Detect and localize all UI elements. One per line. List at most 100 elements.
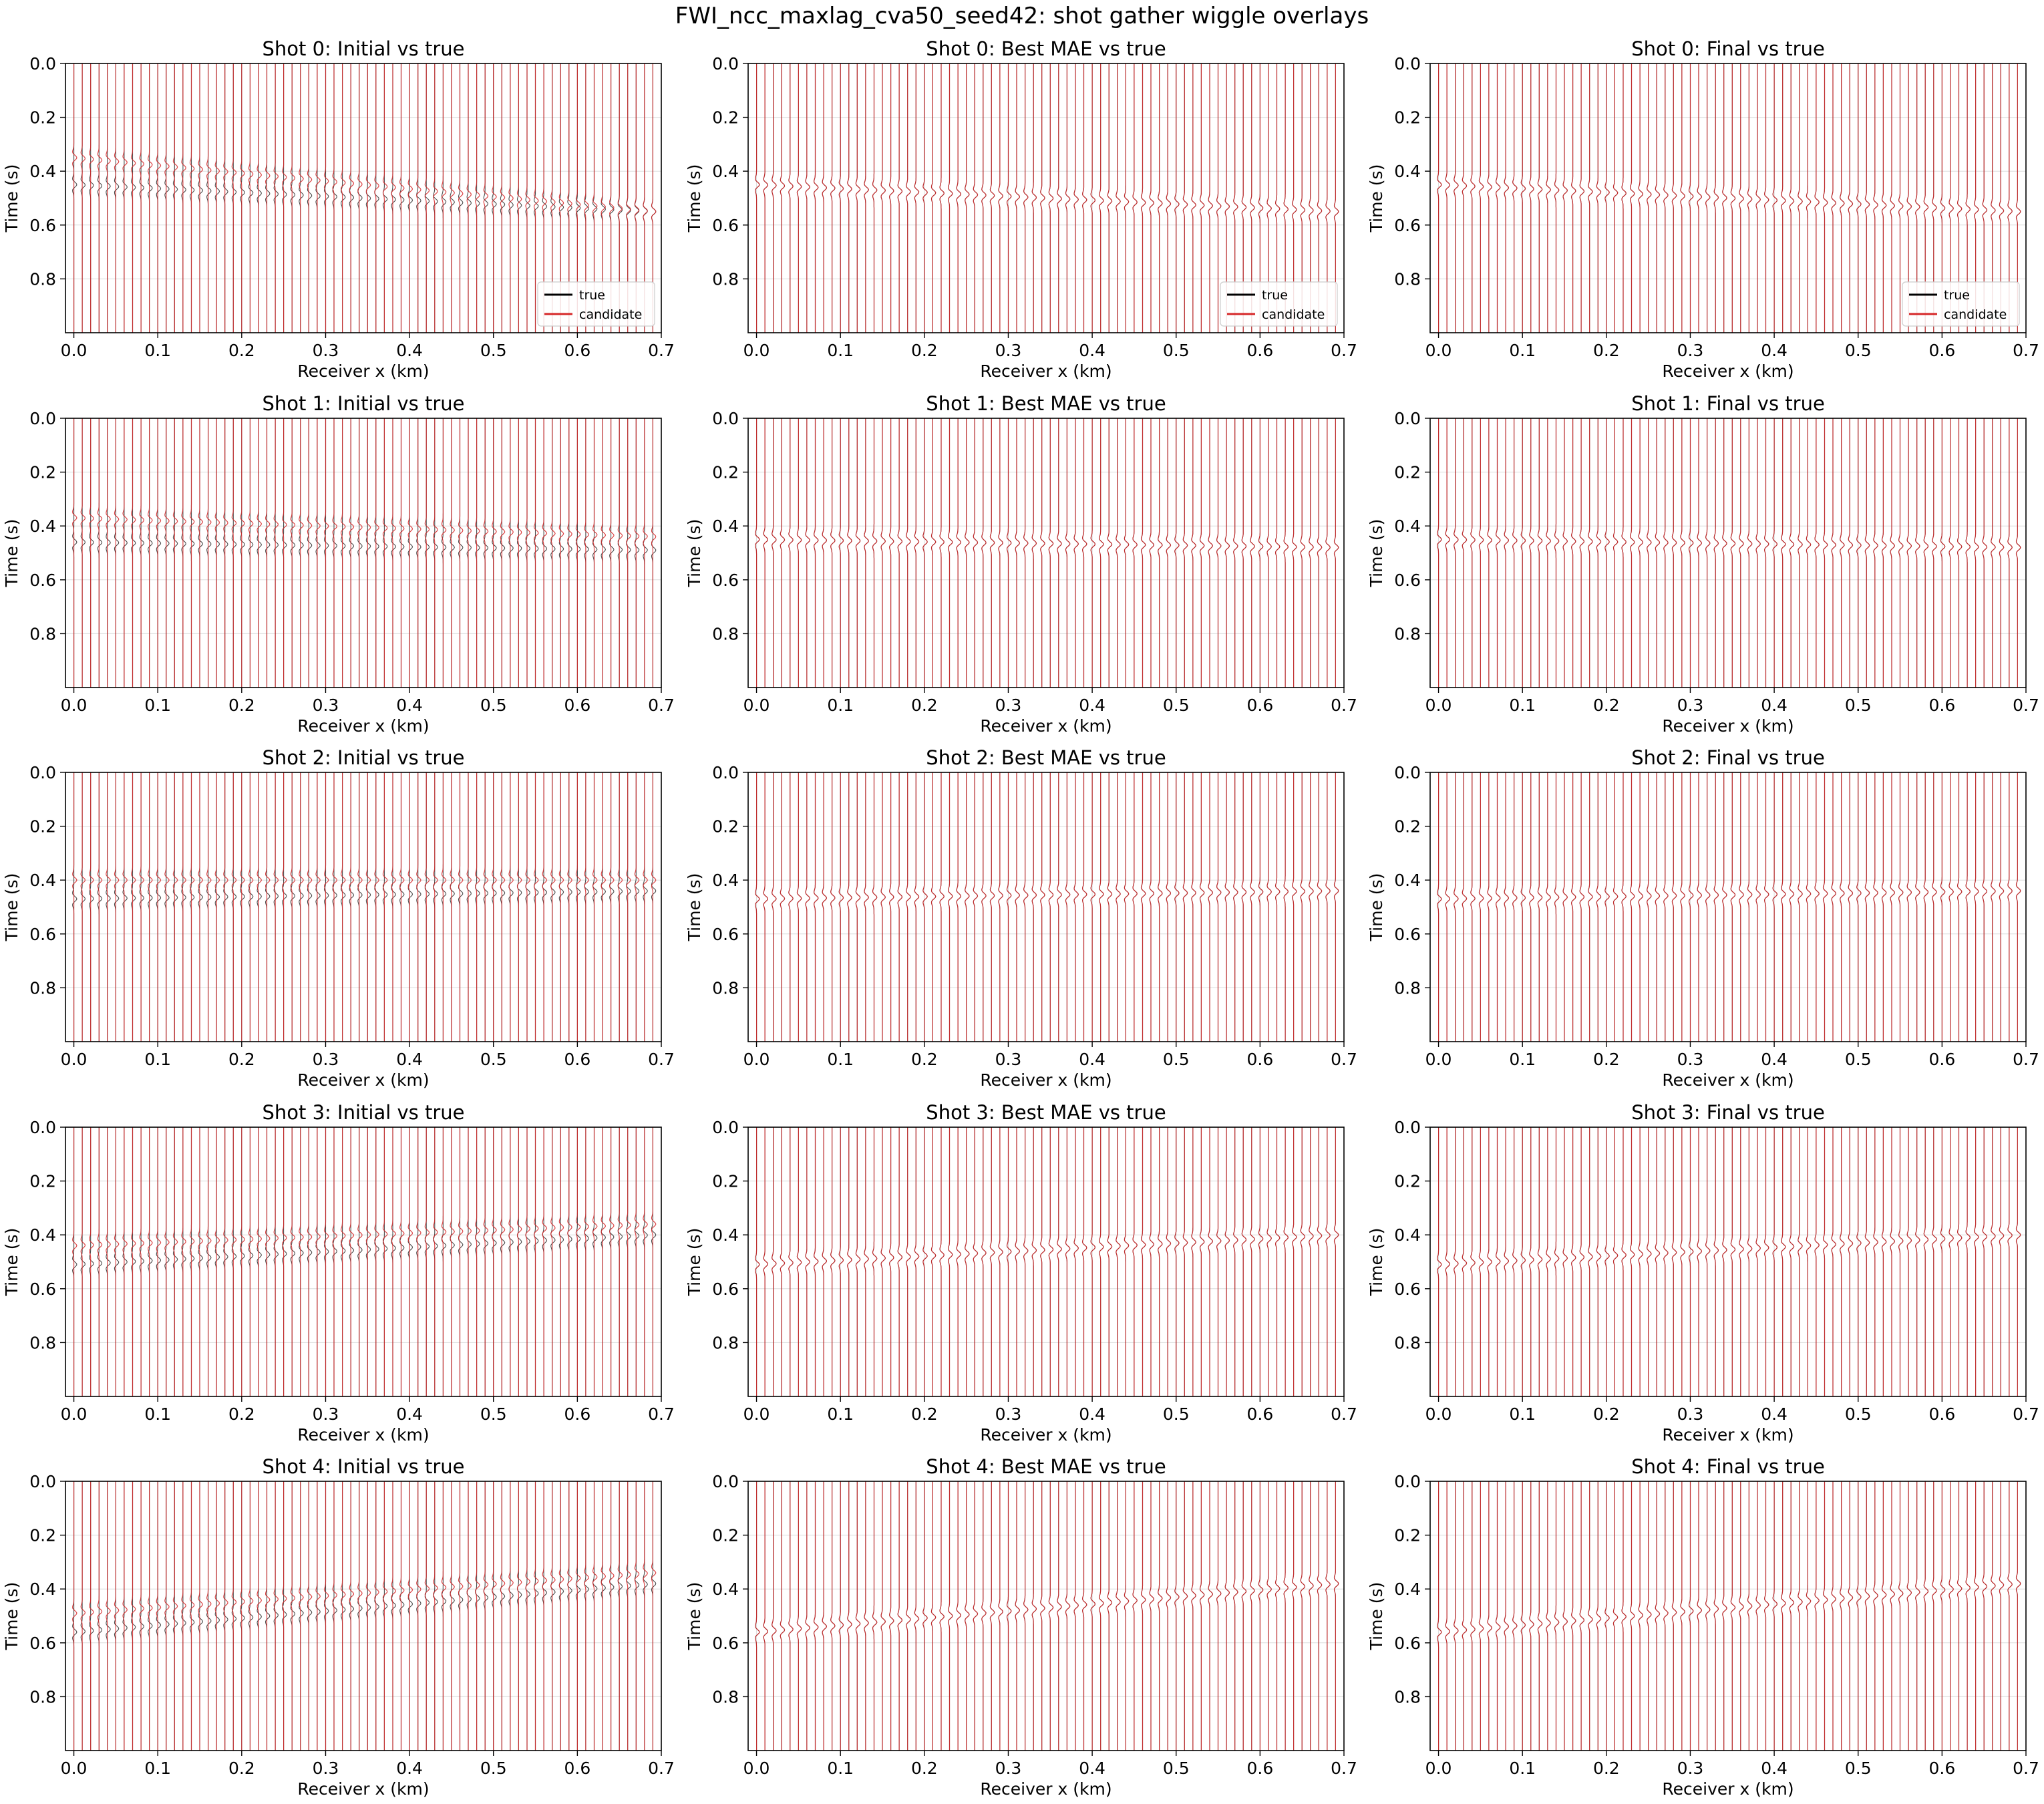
candidate-trace bbox=[1108, 418, 1112, 688]
candidate-trace bbox=[1242, 1481, 1246, 1751]
true-trace bbox=[1639, 418, 1643, 688]
candidate-trace bbox=[881, 63, 885, 333]
candidate-trace bbox=[1183, 418, 1187, 688]
candidate-trace bbox=[1824, 1481, 1828, 1751]
true-trace bbox=[873, 418, 877, 688]
candidate-trace bbox=[1192, 63, 1196, 333]
candidate-trace bbox=[990, 772, 994, 1042]
candidate-trace bbox=[652, 772, 656, 1042]
candidate-trace bbox=[1471, 418, 1475, 688]
candidate-trace bbox=[1041, 1481, 1045, 1751]
candidate-trace bbox=[349, 63, 353, 333]
true-trace bbox=[148, 63, 152, 333]
true-trace bbox=[383, 63, 387, 333]
true-trace bbox=[434, 1481, 438, 1751]
true-trace bbox=[325, 63, 329, 333]
candidate-trace bbox=[1293, 1127, 1297, 1396]
true-trace bbox=[1932, 418, 1936, 688]
true-trace bbox=[375, 772, 379, 1042]
true-trace bbox=[1326, 1481, 1330, 1751]
true-trace bbox=[999, 418, 1003, 688]
candidate-trace bbox=[400, 1127, 404, 1396]
true-trace bbox=[1940, 1127, 1944, 1396]
candidate-trace bbox=[873, 63, 877, 333]
true-trace bbox=[408, 418, 412, 688]
true-trace bbox=[224, 418, 228, 688]
true-trace bbox=[366, 1127, 370, 1396]
candidate-trace bbox=[1301, 772, 1305, 1042]
x-tick-label: 0.2 bbox=[911, 696, 938, 715]
true-trace bbox=[257, 418, 261, 688]
candidate-trace bbox=[1108, 1481, 1112, 1751]
true-trace bbox=[1596, 772, 1600, 1042]
candidate-trace bbox=[518, 63, 522, 333]
true-trace bbox=[1907, 1127, 1911, 1396]
true-trace bbox=[932, 772, 936, 1042]
candidate-trace bbox=[400, 418, 404, 688]
candidate-trace bbox=[132, 1481, 136, 1751]
x-tick-label: 0.0 bbox=[743, 1050, 770, 1069]
candidate-trace bbox=[839, 1127, 843, 1396]
candidate-trace bbox=[1949, 1481, 1953, 1751]
true-trace bbox=[1024, 1481, 1028, 1751]
x-tick-label: 0.3 bbox=[1677, 341, 1704, 360]
candidate-trace bbox=[1824, 772, 1828, 1042]
candidate-trace bbox=[1513, 63, 1517, 333]
candidate-trace bbox=[1958, 418, 1962, 688]
legend-true-label: true bbox=[1262, 288, 1288, 303]
true-trace bbox=[434, 418, 438, 688]
candidate-trace bbox=[1723, 1127, 1727, 1396]
plot-area bbox=[748, 1481, 1344, 1751]
candidate-trace bbox=[307, 772, 311, 1042]
candidate-trace bbox=[873, 1481, 877, 1751]
true-trace bbox=[1538, 418, 1542, 688]
y-tick-label: 0.2 bbox=[1394, 1172, 1421, 1191]
true-trace bbox=[1907, 772, 1911, 1042]
candidate-trace bbox=[299, 772, 303, 1042]
candidate-trace bbox=[1857, 1481, 1861, 1751]
true-trace bbox=[1765, 1127, 1769, 1396]
x-tick-label: 0.6 bbox=[564, 1050, 590, 1069]
candidate-trace bbox=[1217, 1481, 1221, 1751]
candidate-trace bbox=[1192, 1127, 1196, 1396]
candidate-trace bbox=[1488, 63, 1492, 333]
candidate-trace bbox=[257, 1127, 261, 1396]
true-trace bbox=[325, 1481, 329, 1751]
y-axis-label: Time (s) bbox=[685, 1582, 704, 1651]
candidate-trace bbox=[1099, 63, 1103, 333]
x-tick-label: 0.2 bbox=[911, 1759, 938, 1778]
candidate-trace bbox=[1041, 63, 1045, 333]
candidate-trace bbox=[1706, 1127, 1710, 1396]
candidate-trace bbox=[1647, 772, 1651, 1042]
candidate-trace bbox=[949, 418, 953, 688]
true-trace bbox=[1200, 772, 1204, 1042]
x-tick-label: 0.5 bbox=[1845, 1404, 1872, 1424]
true-trace bbox=[763, 418, 768, 688]
true-trace bbox=[806, 418, 810, 688]
candidate-trace bbox=[90, 63, 94, 333]
candidate-trace bbox=[1057, 418, 1061, 688]
candidate-trace bbox=[1259, 418, 1263, 688]
candidate-trace bbox=[1166, 772, 1170, 1042]
candidate-trace bbox=[1588, 772, 1592, 1042]
candidate-trace bbox=[325, 772, 329, 1042]
x-tick-label: 0.7 bbox=[2013, 696, 2039, 715]
candidate-trace bbox=[492, 1481, 496, 1751]
candidate-trace bbox=[349, 1127, 353, 1396]
true-trace bbox=[923, 1127, 927, 1396]
y-tick-label: 0.8 bbox=[712, 624, 739, 643]
candidate-trace bbox=[755, 63, 759, 333]
candidate-trace bbox=[1301, 1481, 1305, 1751]
candidate-trace bbox=[1074, 1481, 1078, 1751]
true-trace bbox=[500, 1481, 504, 1751]
axes-frame bbox=[748, 418, 1344, 688]
true-trace bbox=[90, 772, 94, 1042]
candidate-trace bbox=[240, 772, 244, 1042]
true-trace bbox=[366, 1481, 370, 1751]
x-tick-label: 0.7 bbox=[648, 1050, 675, 1069]
candidate-trace bbox=[914, 1127, 918, 1396]
candidate-trace bbox=[1250, 1127, 1254, 1396]
true-trace bbox=[814, 418, 818, 688]
candidate-trace bbox=[1605, 772, 1609, 1042]
